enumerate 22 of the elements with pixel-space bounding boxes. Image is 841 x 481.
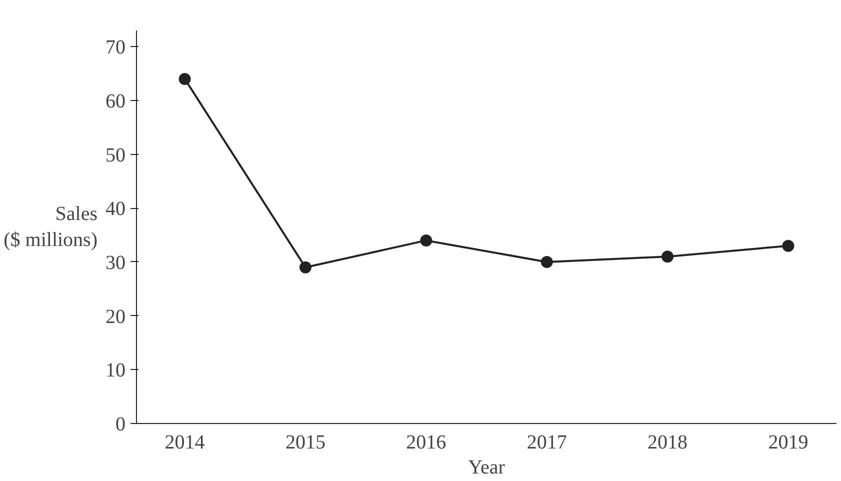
x-tick-label: 2014 [164,432,205,454]
x-tick-label: 2017 [526,432,567,454]
y-tick-label: 70 [106,36,126,59]
x-tick-label: 2015 [285,432,326,454]
point [662,250,674,263]
x-axis-title: Year [468,456,506,478]
point [178,72,191,85]
x-tick-label: 2016 [406,432,446,454]
y-tick-label: 60 [106,90,126,112]
point [782,240,794,252]
x-tick-label: 2019 [768,432,808,454]
y-tick-label: 10 [106,360,126,382]
y-tick-label: 20 [106,306,126,328]
y-axis-title: Sales ($ millions) [4,202,98,252]
point [299,261,312,274]
y-tick-label: 40 [106,198,126,220]
point [420,234,432,246]
y-tick-label: 50 [106,144,126,166]
x-tick-label: 2018 [648,432,688,454]
point [540,256,553,268]
y-tick-label: 30 [106,252,126,274]
y-tick-label: 0 [116,414,126,436]
